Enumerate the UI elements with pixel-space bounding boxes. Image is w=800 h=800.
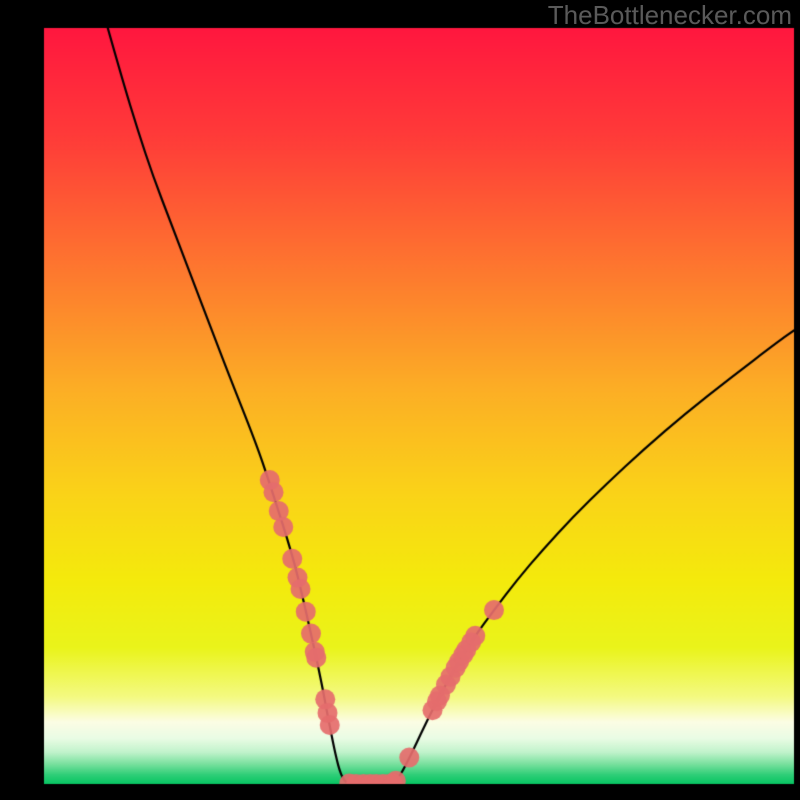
- bottleneck-chart: [0, 0, 800, 800]
- watermark-text: TheBottlenecker.com: [548, 0, 792, 31]
